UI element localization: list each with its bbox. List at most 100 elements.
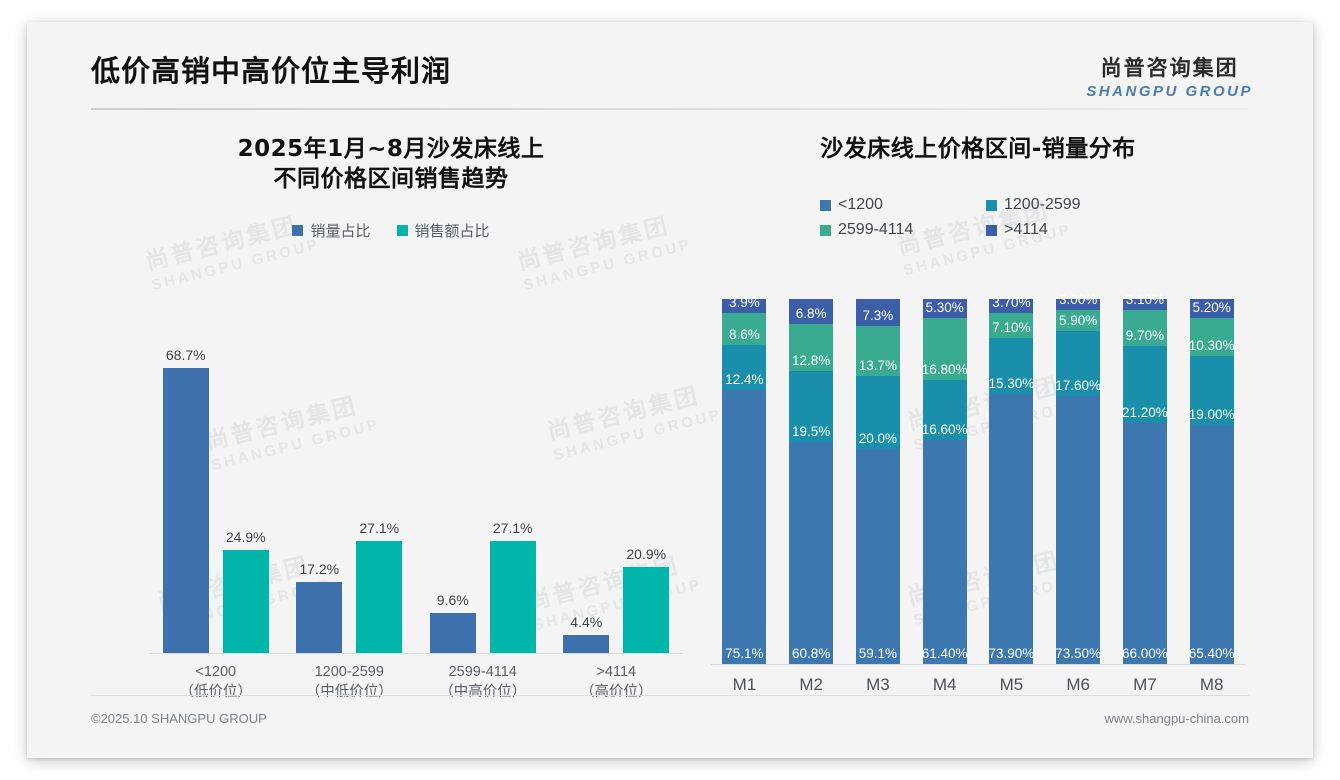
bar-value-label: 27.1% bbox=[359, 520, 400, 536]
legend-swatch-icon bbox=[820, 199, 831, 211]
stack-segment-lt1200[interactable]: 73.90% bbox=[988, 394, 1034, 664]
x-axis-line bbox=[711, 664, 1245, 665]
x-axis-tick-label: M2 bbox=[799, 675, 823, 694]
segment-value-label: 21.20% bbox=[1121, 405, 1168, 421]
stack-segment-2599-4114[interactable]: 16.80% bbox=[922, 318, 968, 380]
stack-segment-1200-2599[interactable]: 12.4% bbox=[722, 344, 767, 390]
stack-segment-1200-2599[interactable]: 15.30% bbox=[988, 338, 1034, 395]
segment-value-label: 19.00% bbox=[1188, 406, 1235, 422]
legend-item-lt1200[interactable]: <1200 bbox=[820, 196, 970, 214]
chart-title-left-line1: 2025年1月~8月沙发床线上 bbox=[237, 136, 545, 162]
stack-segment-1200-2599[interactable]: 19.5% bbox=[789, 370, 834, 442]
stack-segment-1200-2599[interactable]: 19.00% bbox=[1188, 355, 1235, 425]
stack-segment-lt1200[interactable]: 75.1% bbox=[722, 389, 767, 664]
logo-text-en: SHANGPU GROUP bbox=[1086, 83, 1253, 100]
legend-item-gt4114[interactable]: >4114 bbox=[986, 221, 1136, 239]
bar-rect[interactable] bbox=[162, 368, 209, 653]
stack-segment-2599-4114[interactable]: 9.70% bbox=[1122, 310, 1167, 346]
bar-item[interactable]: 9.6% bbox=[429, 322, 476, 653]
header-divider bbox=[91, 108, 1249, 110]
stack-segment-gt4114[interactable]: 7.3% bbox=[855, 299, 900, 326]
bar-item[interactable]: 20.9% bbox=[623, 322, 670, 653]
stack-segment-2599-4114[interactable]: 7.10% bbox=[989, 312, 1034, 339]
stack-segment-2599-4114[interactable]: 8.6% bbox=[722, 313, 767, 345]
stacked-bar[interactable]: 3.70% 7.10% 15.30% 73.90% bbox=[988, 295, 1034, 664]
stack-segment-2599-4114[interactable]: 13.7% bbox=[855, 325, 900, 376]
stack-segment-gt4114[interactable]: 6.8% bbox=[789, 299, 834, 324]
stack-segment-gt4114[interactable]: 3.10% bbox=[1122, 292, 1167, 311]
stack-segment-2599-4114[interactable]: 10.30% bbox=[1189, 317, 1235, 356]
stack-segment-gt4114[interactable]: 3.70% bbox=[989, 295, 1034, 313]
bar-rect[interactable] bbox=[296, 582, 343, 653]
stack-segment-lt1200[interactable]: 60.8% bbox=[789, 441, 834, 664]
bar-item[interactable]: 4.4% bbox=[563, 322, 610, 653]
bar-value-label: 9.6% bbox=[436, 592, 469, 608]
x-axis-tick-label: 1200-2599 （中低价位） bbox=[283, 662, 417, 712]
legend-swatch-icon bbox=[986, 224, 997, 236]
stack-slot: 7.3% 13.7% 20.0% 59.1% bbox=[845, 299, 912, 664]
stack-segment-gt4114[interactable]: 5.20% bbox=[1189, 299, 1234, 318]
legend-item-sales-share[interactable]: 销售额占比 bbox=[396, 220, 490, 241]
x-axis-tick-label: >4114 （高价位） bbox=[550, 662, 684, 712]
stack-slot: 3.70% 7.10% 15.30% 73.90% bbox=[978, 295, 1045, 664]
stack-segment-lt1200[interactable]: 61.40% bbox=[922, 440, 968, 664]
segment-value-label: 19.5% bbox=[791, 423, 831, 439]
legend-item-volume-share[interactable]: 销量占比 bbox=[292, 220, 371, 241]
bar-item[interactable]: 27.1% bbox=[356, 322, 403, 653]
stacked-bar[interactable]: 6.8% 12.8% 19.5% 60.8% bbox=[789, 299, 834, 664]
legend-item-1200-2599[interactable]: 1200-2599 bbox=[986, 196, 1136, 214]
stack-segment-2599-4114[interactable]: 12.8% bbox=[789, 323, 834, 371]
legend-label: <1200 bbox=[838, 196, 883, 213]
legend-swatch-icon bbox=[820, 224, 831, 236]
footer-copyright: ©2025.10 SHANGPU GROUP bbox=[91, 711, 267, 726]
stack-segment-gt4114[interactable]: 5.30% bbox=[922, 299, 967, 319]
stack-segment-lt1200[interactable]: 65.40% bbox=[1189, 424, 1235, 664]
bar-groups: 68.7% 24.9% 17.2% 27.1% bbox=[149, 322, 683, 653]
bar-item[interactable]: 17.2% bbox=[296, 322, 343, 653]
stacked-bar[interactable]: 3.00% 5.90% 17.60% 73.50% bbox=[1055, 292, 1101, 664]
stack-slot: 6.8% 12.8% 19.5% 60.8% bbox=[778, 299, 845, 664]
segment-value-label: 13.7% bbox=[858, 357, 898, 373]
legend-label: 1200-2599 bbox=[1004, 196, 1081, 213]
stack-segment-lt1200[interactable]: 59.1% bbox=[855, 448, 900, 664]
bar-rect[interactable] bbox=[623, 567, 670, 653]
stack-segment-2599-4114[interactable]: 5.90% bbox=[1056, 309, 1101, 332]
segment-value-label: 20.0% bbox=[858, 430, 898, 446]
stack-segment-lt1200[interactable]: 73.50% bbox=[1055, 395, 1101, 664]
bar-rect[interactable] bbox=[356, 541, 403, 653]
footer-divider bbox=[91, 695, 1249, 696]
stacked-bar[interactable]: 5.20% 10.30% 19.00% 65.40% bbox=[1188, 299, 1235, 664]
segment-value-label: 66.00% bbox=[1121, 645, 1168, 661]
bar-item[interactable]: 68.7% bbox=[162, 322, 209, 653]
stack-segment-gt4114[interactable]: 3.00% bbox=[1056, 292, 1101, 310]
segment-value-label: 9.70% bbox=[1125, 327, 1165, 343]
bar-rect[interactable] bbox=[489, 541, 536, 653]
stack-segment-1200-2599[interactable]: 20.0% bbox=[855, 375, 900, 449]
x-tick-sub: （中低价位） bbox=[305, 684, 393, 700]
x-axis-category-labels: <1200 （低价位） 1200-2599 （中低价位） 2599-4114 （… bbox=[149, 654, 683, 712]
x-axis-tick-label: M5 bbox=[999, 675, 1024, 694]
stack-slot: 5.30% 16.80% 16.60% 61.40% bbox=[911, 299, 978, 664]
bar-value-label: 68.7% bbox=[165, 347, 206, 363]
legend-swatch-icon bbox=[986, 199, 997, 211]
bar-item[interactable]: 24.9% bbox=[222, 322, 269, 653]
slide-canvas: 尚普咨询集团 SHANGPU GROUP 尚普咨询集团 SHANGPU GROU… bbox=[27, 22, 1313, 758]
stacked-bar[interactable]: 3.9% 8.6% 12.4% 75.1% bbox=[722, 295, 767, 664]
stack-segment-lt1200[interactable]: 66.00% bbox=[1121, 423, 1168, 664]
stack-segment-1200-2599[interactable]: 17.60% bbox=[1055, 331, 1101, 396]
page-title: 低价高销中高价位主导利润 bbox=[91, 54, 452, 88]
stack-slot: 3.9% 8.6% 12.4% 75.1% bbox=[711, 295, 778, 664]
stacked-bar[interactable]: 3.10% 9.70% 21.20% 66.00% bbox=[1121, 292, 1168, 664]
chart-legend-right: <1200 1200-2599 2599-4114 >4114 bbox=[699, 196, 1257, 239]
bar-rect[interactable] bbox=[429, 613, 476, 653]
footer-website[interactable]: www.shangpu-china.com bbox=[1104, 711, 1249, 726]
stack-segment-1200-2599[interactable]: 16.60% bbox=[922, 379, 968, 441]
stacked-bar[interactable]: 7.3% 13.7% 20.0% 59.1% bbox=[855, 299, 900, 664]
stack-segment-1200-2599[interactable]: 21.20% bbox=[1121, 345, 1168, 424]
stack-segment-gt4114[interactable]: 3.9% bbox=[722, 295, 767, 314]
bar-rect[interactable] bbox=[222, 550, 269, 653]
stacked-bar[interactable]: 5.30% 16.80% 16.60% 61.40% bbox=[922, 299, 968, 664]
bar-item[interactable]: 27.1% bbox=[489, 322, 536, 653]
legend-item-2599-4114[interactable]: 2599-4114 bbox=[820, 221, 970, 239]
bar-rect[interactable] bbox=[563, 635, 610, 653]
